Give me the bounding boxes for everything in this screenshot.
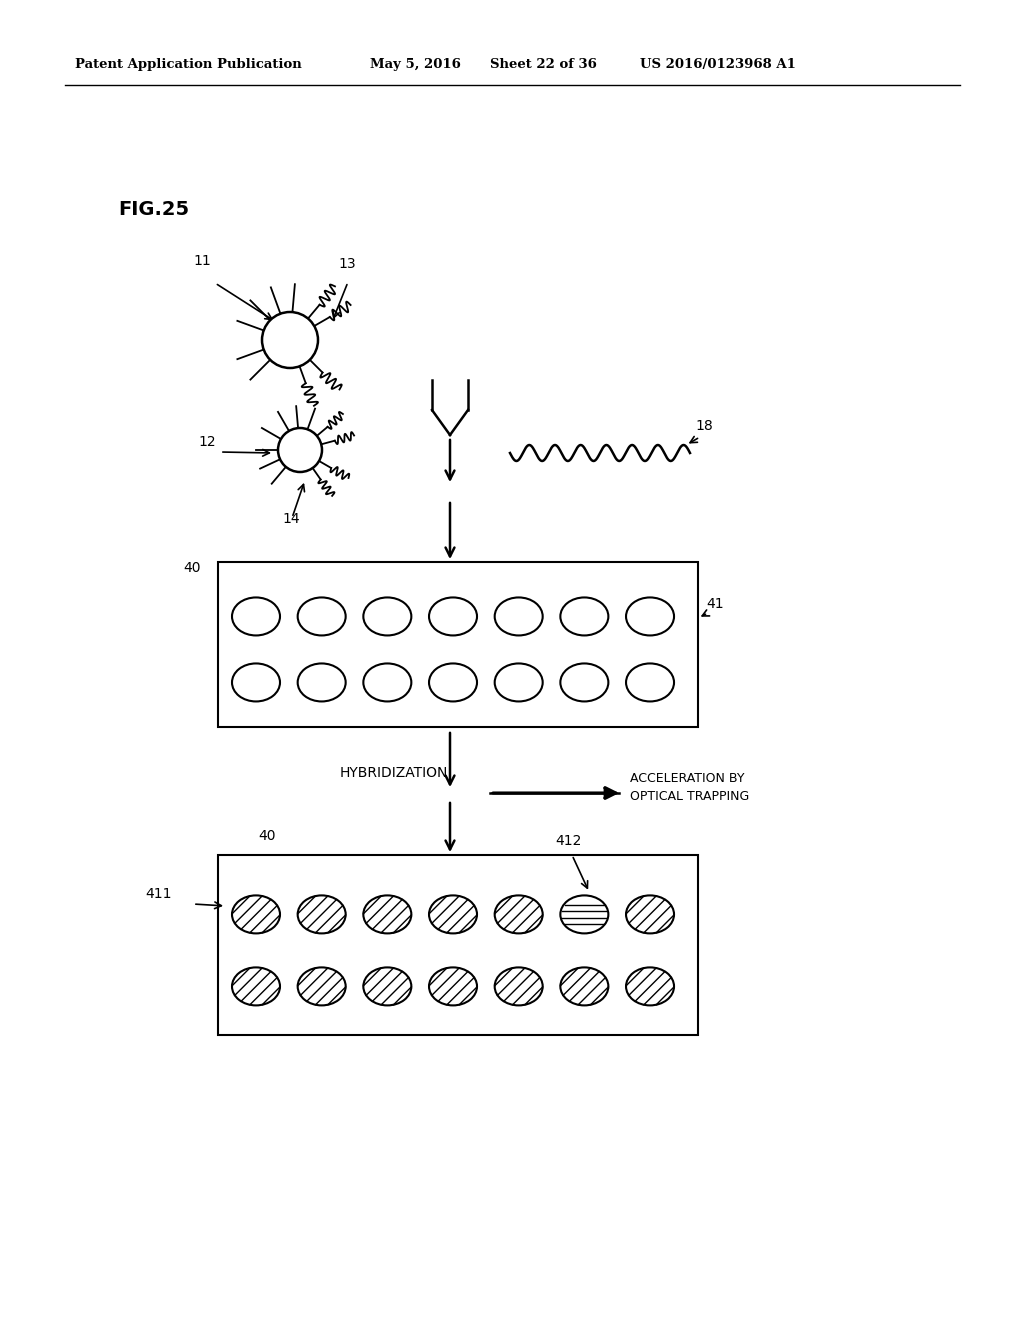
Ellipse shape — [364, 968, 412, 1006]
Ellipse shape — [626, 664, 674, 701]
Ellipse shape — [232, 968, 280, 1006]
Ellipse shape — [364, 664, 412, 701]
Ellipse shape — [495, 664, 543, 701]
Ellipse shape — [495, 598, 543, 635]
Ellipse shape — [560, 598, 608, 635]
Ellipse shape — [626, 598, 674, 635]
Ellipse shape — [298, 968, 346, 1006]
Ellipse shape — [429, 598, 477, 635]
Text: Patent Application Publication: Patent Application Publication — [75, 58, 302, 71]
Ellipse shape — [364, 895, 412, 933]
Ellipse shape — [626, 895, 674, 933]
Text: HYBRIDIZATION: HYBRIDIZATION — [340, 766, 449, 780]
Bar — [218, 855, 698, 1035]
Ellipse shape — [560, 664, 608, 701]
Ellipse shape — [495, 895, 543, 933]
Text: US 2016/0123968 A1: US 2016/0123968 A1 — [640, 58, 796, 71]
Ellipse shape — [495, 968, 543, 1006]
Text: 40: 40 — [183, 561, 201, 576]
Text: FIG.25: FIG.25 — [118, 201, 189, 219]
Ellipse shape — [232, 664, 280, 701]
Circle shape — [262, 312, 318, 368]
Ellipse shape — [429, 968, 477, 1006]
Text: 14: 14 — [282, 512, 300, 525]
Text: 412: 412 — [555, 834, 582, 847]
Text: 11: 11 — [193, 253, 211, 268]
Ellipse shape — [429, 664, 477, 701]
Ellipse shape — [298, 664, 346, 701]
Text: Sheet 22 of 36: Sheet 22 of 36 — [490, 58, 597, 71]
Text: 411: 411 — [145, 887, 171, 902]
Ellipse shape — [364, 598, 412, 635]
Text: May 5, 2016: May 5, 2016 — [370, 58, 461, 71]
Ellipse shape — [560, 968, 608, 1006]
Text: ACCELERATION BY: ACCELERATION BY — [630, 772, 744, 785]
Ellipse shape — [560, 895, 608, 933]
Text: 18: 18 — [695, 418, 713, 433]
Text: 13: 13 — [338, 257, 355, 271]
Text: 40: 40 — [258, 829, 275, 843]
Text: 41: 41 — [706, 597, 724, 611]
Ellipse shape — [298, 598, 346, 635]
Ellipse shape — [626, 968, 674, 1006]
Ellipse shape — [429, 895, 477, 933]
Ellipse shape — [232, 895, 280, 933]
Circle shape — [278, 428, 322, 473]
Ellipse shape — [298, 895, 346, 933]
Text: OPTICAL TRAPPING: OPTICAL TRAPPING — [630, 789, 750, 803]
Ellipse shape — [232, 598, 280, 635]
Bar — [218, 562, 698, 727]
Text: 12: 12 — [198, 436, 216, 449]
